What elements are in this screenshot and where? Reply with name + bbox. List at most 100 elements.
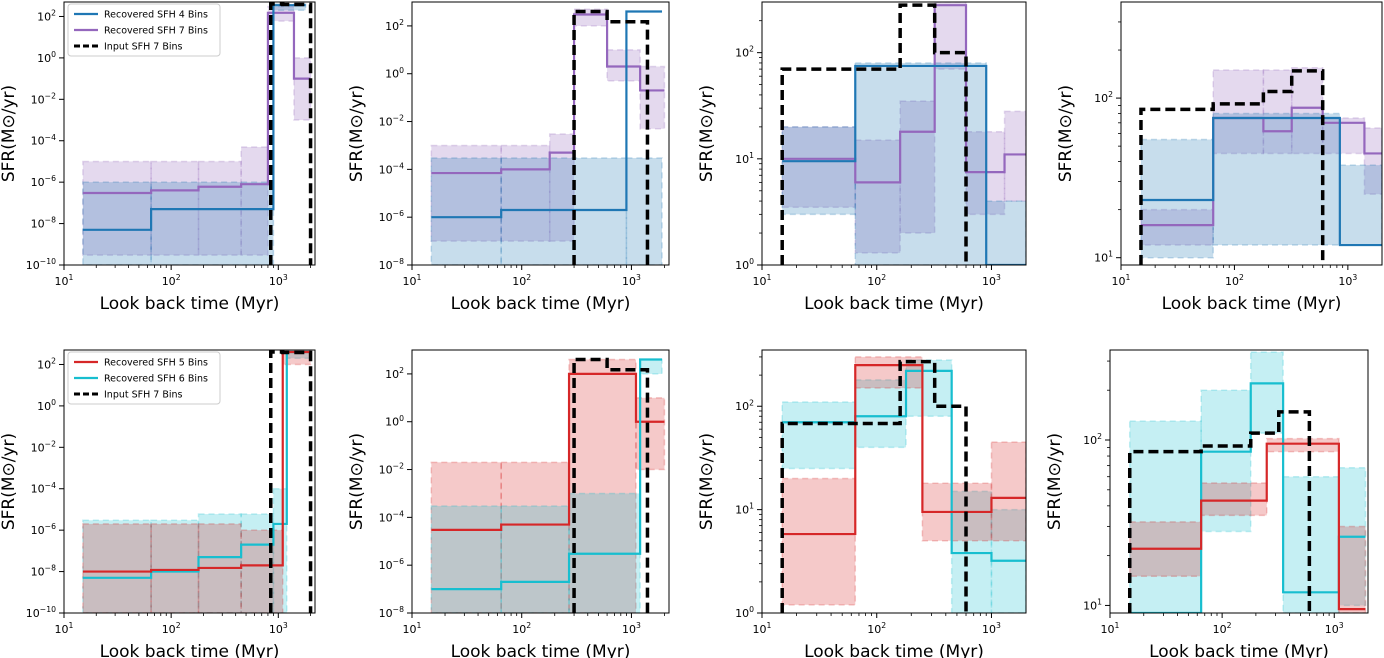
y-tick-label: 100 [37,398,56,413]
axes-frame [411,1,670,266]
band-0-bin-0 [1140,208,1214,246]
band-1-bin-0 [82,523,152,613]
y-axis-label: SFR(M⊙/yr) [347,433,367,530]
band-0-bin-2 [568,358,637,613]
band-0-bin-0 [430,461,502,613]
plot-area [82,2,313,265]
band-1-bin-0 [430,505,502,613]
series-line-2 [1139,69,1325,265]
y-tick-label: 10−8 [379,257,404,272]
y-tick-label: 10−2 [31,91,56,106]
y-tick-label: 101 [735,151,754,166]
plot-area [780,2,1026,265]
band-1-bin-1 [150,181,275,265]
series-line-1 [431,358,663,591]
panel-2: 101 102 103 10−8 10−6 10−4 10−2 100 102 Look back… [347,1,670,314]
y-tick-label: 10−4 [379,509,404,524]
x-axis-label: Look back time (Myr) [1149,642,1329,658]
band-1-bin-2 [985,200,1026,265]
y-tick-label: 102 [1083,432,1102,447]
band-1-bin-1 [500,505,570,613]
band-0-bin-5 [293,57,312,121]
x-tick-label: 101 [1112,273,1131,288]
x-tick-label: 101 [403,273,422,288]
y-axis-label: SFR(M⊙/yr) [347,85,367,182]
axes-frame [761,1,1027,266]
y-tick-label: 102 [385,18,404,33]
series-line-2 [780,3,968,265]
plot-area [780,356,1026,613]
plot-area [1139,66,1382,265]
panel-1: 101 102 103 10−10 10−8 10−6 10−4 10−2 100 102 Look… [0,1,316,314]
x-tick-label: 101 [403,621,422,636]
y-tick-label: 10−6 [379,557,404,572]
x-tick-label: 102 [162,621,181,636]
series-line-2 [572,9,650,265]
series-line-0 [82,11,311,195]
legend-label: Input SFH 7 Bins [104,390,183,401]
x-axis-label: Look back time (Myr) [100,642,280,658]
band-1-bin-2 [1339,164,1382,246]
y-tick-label: 10−10 [26,257,56,272]
x-tick-label: 103 [982,621,1001,636]
x-tick-label: 101 [753,273,772,288]
series-line-1 [782,364,1026,536]
x-tick-label: 102 [1213,621,1232,636]
x-axis-label: Look back time (Myr) [1162,294,1342,314]
x-tick-label: 103 [1338,273,1357,288]
x-tick-label: 101 [55,273,74,288]
legend-box [67,3,221,57]
y-tick-label: 10−8 [31,564,56,579]
series-line-2 [268,350,313,613]
band-0-bin-1 [854,139,901,254]
y-axis-label: SFR(M⊙/yr) [1056,85,1076,182]
band-0-bin-5 [639,65,666,130]
x-tick-label: 103 [269,621,288,636]
band-1-bin-1 [500,157,628,265]
y-tick-label: 101 [1083,597,1102,612]
band-0-bin-2 [1249,351,1284,434]
y-tick-label: 100 [385,414,404,429]
plot-area [1127,351,1367,613]
x-tick-label: 102 [512,273,531,288]
band-0-bin-0 [430,144,502,242]
band-1-bin-1 [1212,112,1341,246]
plot-area [82,350,313,613]
band-0-bin-3 [240,513,275,613]
y-tick-label: 10−6 [31,522,56,537]
panel-4: 101 102 103 101 102 Look back time (Myr) SFR(M… [1056,1,1383,314]
x-tick-label: 103 [982,273,1001,288]
band-0-bin-1 [1200,389,1252,533]
legend-label: Recovered SFH 4 Bins [104,10,208,21]
axes-frame [63,1,316,266]
y-tick-label: 101 [735,502,754,517]
band-0-bin-2 [899,100,936,234]
y-tick-label: 10−8 [379,605,404,620]
x-axis-label: Look back time (Myr) [804,642,984,658]
y-tick-label: 10−4 [379,161,404,176]
y-tick-label: 10−10 [26,605,56,620]
legend-label: Recovered SFH 6 Bins [104,374,208,385]
y-tick-label: 102 [37,357,56,372]
series-line-2 [268,2,313,265]
band-0-bin-4 [1321,117,1366,155]
y-tick-label: 100 [37,50,56,65]
y-tick-label: 100 [385,66,404,81]
plot-area [430,357,666,613]
x-tick-label: 103 [269,273,288,288]
legend-box [67,351,221,405]
axes-frame [411,349,670,614]
y-tick-label: 102 [735,45,754,60]
legend: Recovered SFH 4 Bins Recovered SFH 7 Bins… [67,3,221,57]
y-tick-label: 10−2 [379,114,404,129]
axes-frame [761,349,1027,614]
band-1-bin-2 [1265,437,1340,453]
series-line-1 [1129,442,1366,611]
series-line-1 [82,4,306,231]
band-1-bin-0 [781,126,857,216]
series-line-0 [782,4,1026,184]
x-tick-label: 101 [55,621,74,636]
y-tick-label: 10−2 [379,462,404,477]
series-line-0 [431,372,665,531]
